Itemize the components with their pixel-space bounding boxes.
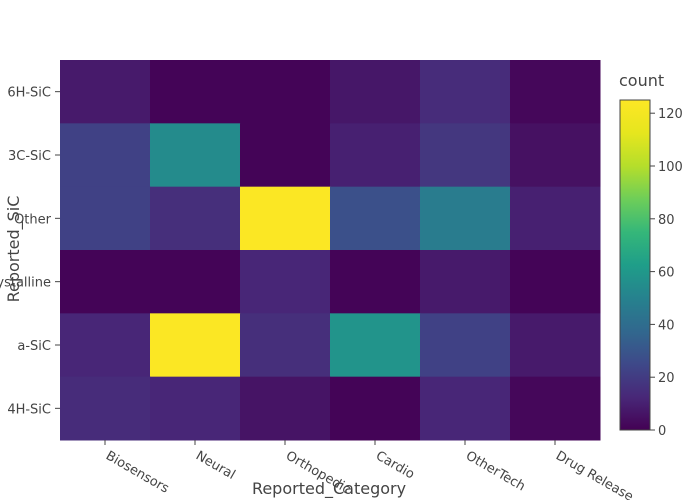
heatmap-cell bbox=[510, 313, 601, 378]
colorbar-tick-label: 80 bbox=[658, 213, 675, 228]
heatmap-cell bbox=[150, 60, 241, 124]
heatmap-cell bbox=[150, 186, 241, 251]
heatmap-cell bbox=[510, 60, 601, 124]
x-tick-label: Cardio bbox=[373, 448, 417, 482]
colorbar-tick-label: 40 bbox=[658, 318, 675, 333]
heatmap-cell bbox=[420, 376, 511, 441]
x-tick-label: Biosensors bbox=[103, 448, 172, 496]
heatmap-cell bbox=[420, 186, 511, 251]
heatmap-cell bbox=[510, 376, 601, 441]
heatmap-cell bbox=[330, 313, 421, 378]
y-tick-label: Crystalline bbox=[0, 276, 51, 291]
colorbar-tick-label: 120 bbox=[658, 107, 683, 122]
colorbar-tick-label: 60 bbox=[658, 266, 675, 281]
x-axis-title: Reported_Category bbox=[252, 479, 406, 499]
heatmap-cell bbox=[150, 123, 241, 188]
heatmap-cell bbox=[60, 313, 151, 378]
y-tick-label: 4H-SiC bbox=[7, 402, 51, 417]
heatmap-cell bbox=[510, 123, 601, 188]
heatmap-cell bbox=[330, 376, 421, 441]
heatmap-cell bbox=[150, 313, 241, 378]
heatmap-cell bbox=[60, 186, 151, 251]
heatmap-cell bbox=[240, 313, 331, 378]
colorbar bbox=[619, 99, 651, 431]
heatmap-cell bbox=[60, 123, 151, 188]
heatmap-cell bbox=[420, 250, 511, 314]
y-axis-title: Reported_SiC bbox=[4, 196, 24, 303]
heatmap-cell bbox=[420, 313, 511, 378]
heatmap-cell bbox=[420, 123, 511, 188]
y-axis-ticks: 6H-SiC 3C-SiC Other Crystalline a-SiC 4H-SiC bbox=[0, 86, 60, 417]
heatmap-cells bbox=[60, 60, 601, 441]
colorbar-tick-label: 100 bbox=[658, 160, 683, 175]
heatmap-cell bbox=[150, 250, 241, 314]
heatmap-cell bbox=[330, 250, 421, 314]
heatmap-cell bbox=[240, 250, 331, 314]
heatmap-cell bbox=[510, 186, 601, 251]
y-tick-label: 3C-SiC bbox=[8, 149, 51, 164]
heatmap-cell bbox=[150, 376, 241, 441]
heatmap-cell bbox=[240, 376, 331, 441]
y-tick-label: Other bbox=[14, 212, 52, 227]
x-tick-label: Neural bbox=[193, 448, 238, 482]
heatmap-cell bbox=[330, 60, 421, 124]
x-tick-label: Drug Release bbox=[553, 448, 636, 500]
colorbar-ticks: 0 20 40 60 80 100 120 bbox=[650, 107, 683, 439]
x-tick-label: OtherTech bbox=[463, 448, 528, 494]
heatmap-cell bbox=[330, 186, 421, 251]
heatmap-cell bbox=[420, 60, 511, 124]
heatmap-cell bbox=[60, 60, 151, 124]
heatmap-cell bbox=[510, 250, 601, 314]
y-tick-label: 6H-SiC bbox=[7, 86, 51, 101]
y-tick-label: a-SiC bbox=[17, 339, 51, 354]
heatmap-cell bbox=[240, 186, 331, 251]
heatmap-cell bbox=[60, 250, 151, 314]
heatmap-cell bbox=[330, 123, 421, 188]
colorbar-tick-label: 20 bbox=[658, 371, 675, 386]
heatmap-cell bbox=[240, 123, 331, 188]
heatmap-cell bbox=[240, 60, 331, 124]
heatmap-cell bbox=[60, 376, 151, 441]
colorbar-title: count bbox=[619, 71, 664, 90]
colorbar-tick-label: 0 bbox=[658, 424, 666, 439]
